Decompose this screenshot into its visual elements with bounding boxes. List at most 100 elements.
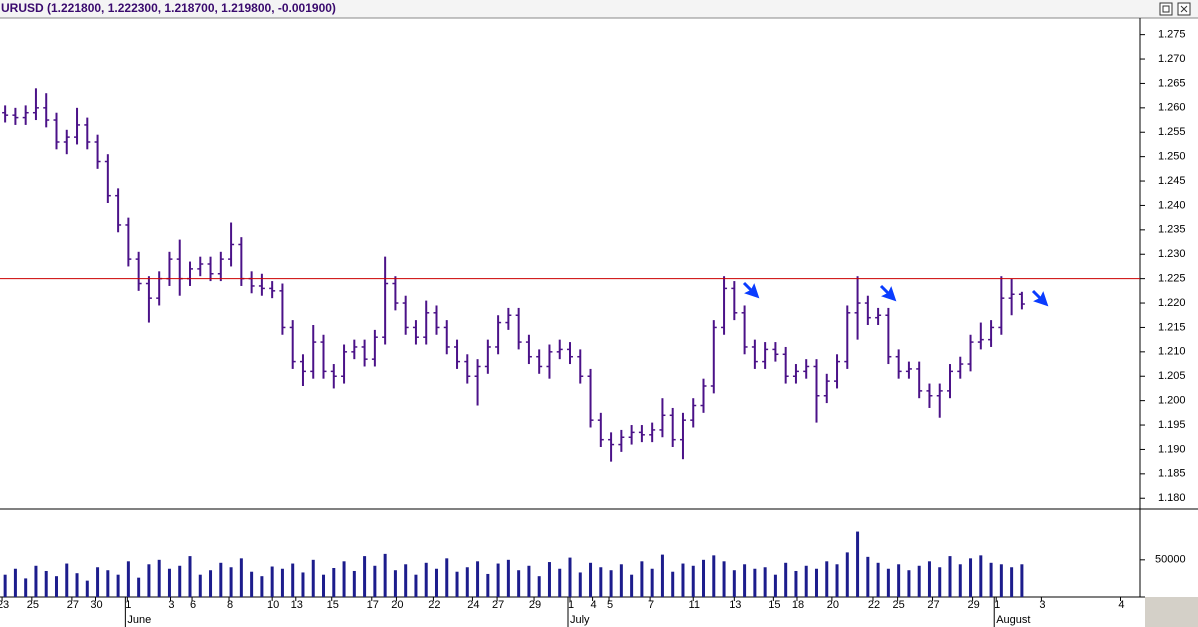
y-tick-label: 1.275 <box>1158 29 1186 41</box>
volume-bar <box>3 574 7 597</box>
x-tick-label: 1 <box>125 599 131 611</box>
volume-bar <box>465 567 469 597</box>
volume-bar <box>589 562 593 597</box>
x-tick-label: 15 <box>768 599 780 611</box>
volume-bar <box>1020 564 1024 597</box>
volume-bar <box>1010 567 1014 597</box>
volume-bar <box>157 559 161 597</box>
volume-bar <box>126 561 130 597</box>
volume-bar <box>34 565 38 597</box>
y-tick-label: 1.260 <box>1158 102 1186 114</box>
x-tick-label: 20 <box>391 599 403 611</box>
y-tick-label: 1.180 <box>1158 492 1186 504</box>
volume-bar <box>630 574 634 597</box>
volume-bar <box>784 562 788 597</box>
volume-bar <box>671 571 675 597</box>
volume-bar <box>845 552 849 597</box>
volume-bar <box>999 564 1003 597</box>
volume-bar <box>137 577 141 597</box>
volume-bar <box>75 573 79 597</box>
y-tick-label: 1.215 <box>1158 321 1186 333</box>
volume-bar <box>927 561 931 597</box>
x-tick-label: 18 <box>792 599 804 611</box>
y-tick-label: 1.200 <box>1158 395 1186 407</box>
volume-bar <box>825 561 829 597</box>
volume-bar <box>178 565 182 597</box>
volume-bar <box>578 572 582 597</box>
x-tick-label: 13 <box>729 599 741 611</box>
chart-title: URUSD (1.221800, 1.222300, 1.218700, 1.2… <box>1 1 336 15</box>
y-tick-label: 1.235 <box>1158 224 1186 236</box>
volume-bar <box>609 570 613 597</box>
volume-bar <box>332 568 336 597</box>
volume-bar <box>424 562 428 597</box>
arrow <box>1031 289 1049 307</box>
volume-bar <box>301 572 305 597</box>
volume-bar <box>476 561 480 597</box>
volume-bar <box>311 559 315 597</box>
restore-icon <box>1162 5 1170 13</box>
volume-bar <box>54 576 58 597</box>
month-label: July <box>570 614 590 626</box>
y-tick-label: 1.265 <box>1158 77 1186 89</box>
x-tick-label: 27 <box>492 599 504 611</box>
volume-bar <box>907 570 911 597</box>
x-tick-label: 3 <box>168 599 174 611</box>
volume-bar <box>517 570 521 597</box>
x-tick-label: 22 <box>428 599 440 611</box>
volume-bar <box>547 562 551 597</box>
x-tick-label: 5 <box>607 599 613 611</box>
volume-bar <box>209 570 213 597</box>
title-bar <box>0 0 1198 18</box>
month-label: June <box>127 614 151 626</box>
volume-bar <box>897 564 901 597</box>
volume-bar <box>96 567 100 597</box>
volume-bar <box>486 573 490 597</box>
volume-bar <box>229 567 233 597</box>
volume-bar <box>116 574 120 597</box>
volume-bar <box>383 553 387 597</box>
volume-bar <box>722 561 726 597</box>
volume-bar <box>568 557 572 597</box>
x-tick-label: 25 <box>27 599 39 611</box>
volume-bar <box>106 570 110 597</box>
y-tick-label: 1.185 <box>1158 468 1186 480</box>
y-tick-label: 1.240 <box>1158 199 1186 211</box>
x-tick-label: 8 <box>227 599 233 611</box>
volume-bar <box>373 565 377 597</box>
x-tick-label: 13 <box>291 599 303 611</box>
x-tick-label: 27 <box>927 599 939 611</box>
volume-bar <box>773 574 777 597</box>
volume-bar <box>404 564 408 597</box>
volume-bar <box>85 580 89 597</box>
y-tick-label: 1.270 <box>1158 53 1186 65</box>
y-tick-label: 1.195 <box>1158 419 1186 431</box>
y-tick-label: 1.225 <box>1158 273 1186 285</box>
restore-button[interactable] <box>1159 2 1173 16</box>
y-tick-label: 1.205 <box>1158 370 1186 382</box>
volume-bar <box>527 565 531 597</box>
volume-bar <box>393 570 397 597</box>
volume-bar <box>13 568 17 597</box>
x-tick-label: 4 <box>591 599 597 611</box>
arrows <box>742 281 1049 307</box>
volume-bar <box>958 564 962 597</box>
volume-bar <box>496 563 500 597</box>
volume-bar <box>619 564 623 597</box>
volume-bar <box>322 574 326 597</box>
y-tick-label: 1.250 <box>1158 151 1186 163</box>
volume-bar <box>506 559 510 597</box>
volume-bar <box>989 562 993 597</box>
volume-bar <box>239 558 243 597</box>
volume-bar <box>969 558 973 597</box>
y-tick-label: 1.220 <box>1158 297 1186 309</box>
volume-bar <box>599 567 603 597</box>
volume-bar <box>712 555 716 597</box>
volume-bar <box>291 563 295 597</box>
x-tick-label: 30 <box>90 599 102 611</box>
x-tick-label: 3 <box>1039 599 1045 611</box>
volume-bar <box>856 531 860 597</box>
x-tick-label: 17 <box>367 599 379 611</box>
volume-bar <box>455 571 459 597</box>
month-label: August <box>996 614 1030 626</box>
